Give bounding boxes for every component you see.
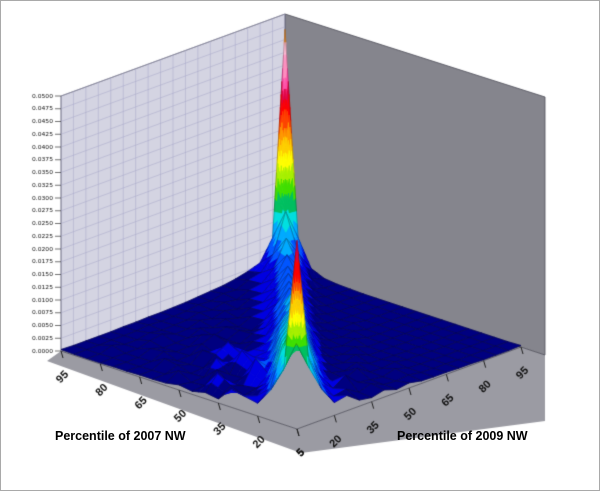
x-axis-title: Percentile of 2009 NW <box>397 429 528 443</box>
y-axis-title: Percentile of 2007 NW <box>55 429 186 443</box>
